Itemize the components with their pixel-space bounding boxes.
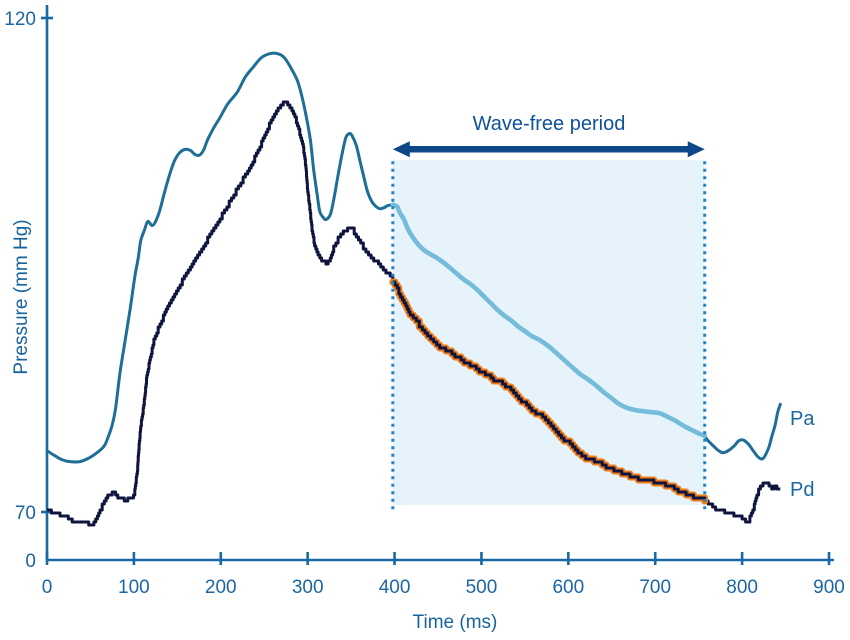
pa-curve-post xyxy=(703,402,782,461)
wavefree-band xyxy=(392,160,705,506)
annotation-layer xyxy=(391,141,707,512)
x-tick-label: 100 xyxy=(118,577,150,598)
x-tick-label: 0 xyxy=(42,577,53,598)
pd-series-label: Pd xyxy=(790,479,814,501)
x-tick-label: 800 xyxy=(726,577,758,598)
x-tick-label: 700 xyxy=(639,577,671,598)
x-tick-label: 600 xyxy=(552,577,584,598)
x-tick-label: 900 xyxy=(813,577,845,598)
x-tick-label: 400 xyxy=(379,577,411,598)
wavefree-arrow-head-left xyxy=(392,141,410,158)
wavefree-arrow-head-right xyxy=(687,141,705,158)
wavefree-period-label: Wave-free period xyxy=(473,113,626,135)
y-origin-label: 0 xyxy=(25,551,36,572)
x-tick-label: 300 xyxy=(292,577,324,598)
x-tick-label: 200 xyxy=(205,577,237,598)
y-tick-label: 120 xyxy=(4,9,36,30)
x-tick-label: 500 xyxy=(466,577,498,598)
y-tick-label: 70 xyxy=(15,503,36,524)
x-axis-title: Time (ms) xyxy=(413,612,498,633)
pa-curve-pre xyxy=(45,51,395,464)
pd-curve-pre xyxy=(47,100,395,527)
y-axis-title: Pressure (mm Hg) xyxy=(11,219,32,374)
pa-curve-wavefree xyxy=(390,202,707,439)
pd-curve-post xyxy=(704,481,781,524)
pd-curve-wavefree xyxy=(392,280,707,501)
curve-layer xyxy=(45,51,782,527)
pa-series-label: Pa xyxy=(790,408,815,430)
wavefree-band-layer xyxy=(392,160,705,506)
